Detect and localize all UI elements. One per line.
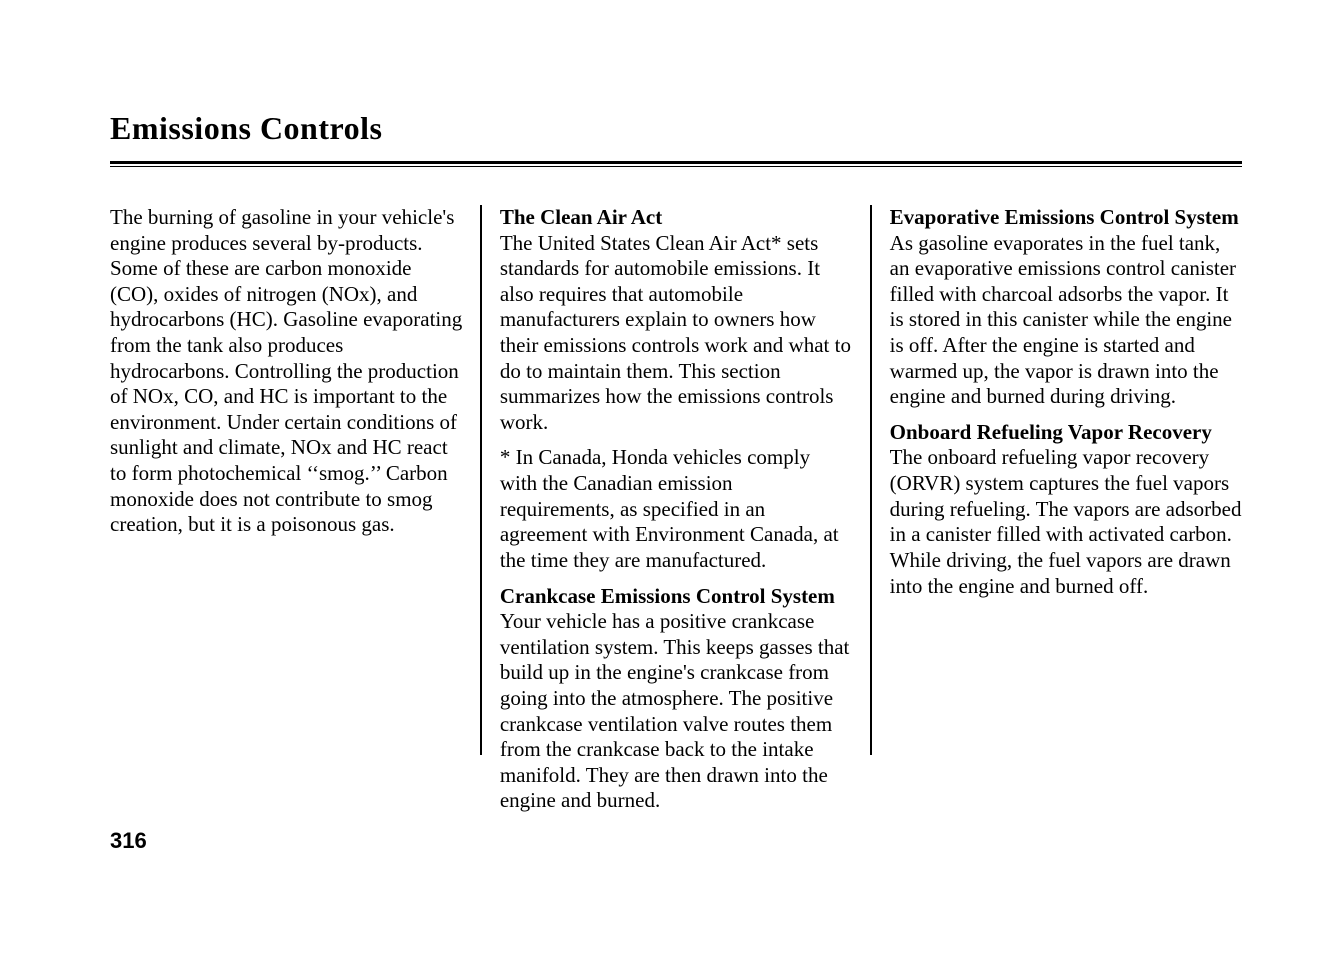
page-number: 316	[110, 828, 147, 854]
body-paragraph: The United States Clean Air Act* sets st…	[500, 231, 852, 436]
column-3: Evaporative Emissions Control System As …	[872, 205, 1242, 824]
section-heading: The Clean Air Act	[500, 205, 852, 231]
page-title: Emissions Controls	[110, 110, 1242, 147]
document-page: Emissions Controls The burning of gasoli…	[0, 0, 1332, 954]
rule-thin	[110, 166, 1242, 167]
column-2: The Clean Air Act The United States Clea…	[482, 205, 870, 824]
body-paragraph: Your vehicle has a positive crankcase ve…	[500, 609, 852, 814]
body-paragraph: The burning of gasoline in your vehicle'…	[110, 205, 462, 538]
section-heading: Evaporative Emissions Control System	[890, 205, 1242, 231]
heading-text: Evaporative Emissions Control System	[890, 205, 1239, 229]
heading-text: The Clean Air Act	[500, 205, 662, 229]
body-paragraph: As gasoline evaporates in the fuel tank,…	[890, 231, 1242, 410]
heading-text: Onboard Refueling Vapor Recovery	[890, 420, 1212, 444]
body-paragraph: The onboard refueling vapor recovery (OR…	[890, 445, 1242, 599]
body-paragraph: * In Canada, Honda vehicles comply with …	[500, 445, 852, 573]
section-heading: Onboard Refueling Vapor Recovery	[890, 420, 1242, 446]
columns-container: The burning of gasoline in your vehicle'…	[110, 205, 1242, 824]
column-1: The burning of gasoline in your vehicle'…	[110, 205, 480, 824]
rule-thick	[110, 161, 1242, 164]
section-heading: Crankcase Emissions Control System	[500, 584, 852, 610]
heading-text: Crankcase Emissions Control System	[500, 584, 835, 608]
